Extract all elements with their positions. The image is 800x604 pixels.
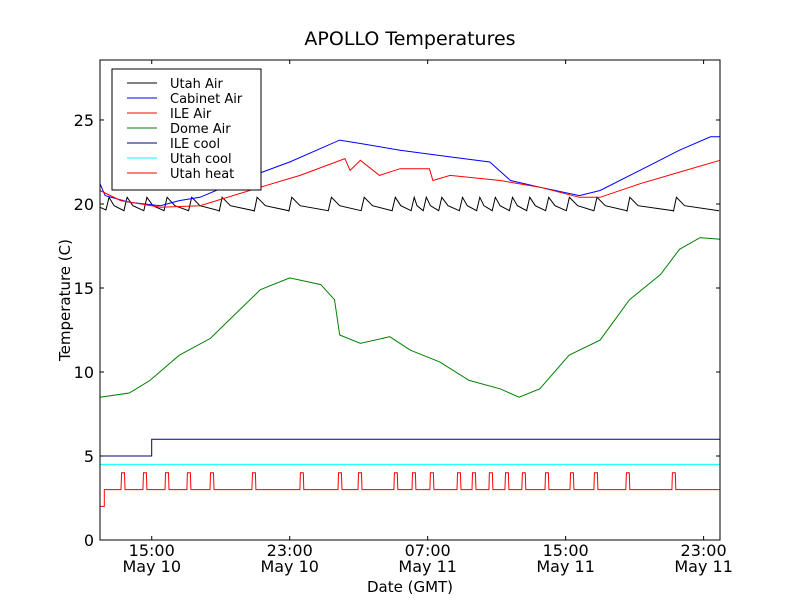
y-tick-label: 15 [74,279,94,298]
y-tick-label: 5 [84,447,94,466]
legend-label-dome-air: Dome Air [170,122,231,137]
y-tick-label: 10 [74,363,94,382]
x-tick-label-date: May 11 [398,557,457,576]
x-tick-label-time: 15:00 [543,541,589,560]
x-tick-label-date: May 10 [260,557,319,576]
x-tick-label-time: 07:00 [405,541,451,560]
x-tick-label-date: May 11 [674,557,733,576]
y-tick-label: 20 [74,195,94,214]
x-tick-label-time: 23:00 [681,541,727,560]
x-tick-label-time: 15:00 [129,541,175,560]
axes-frame [99,59,721,541]
series-line-dome-air [99,237,721,398]
x-tick-label-date: May 10 [122,557,181,576]
series-line-utah-heat [100,472,720,507]
series-line-ile-air [99,157,721,208]
chart-title: APOLLO Temperatures [304,28,515,50]
legend-label-ile-air: ILE Air [170,107,212,122]
series-line-cabinet-air [99,136,720,207]
legend-label-ile-cool: ILE cool [170,137,220,152]
legend-label-cabinet-air: Cabinet Air [170,92,243,107]
y-tick-label: 25 [74,111,94,130]
legend-label-utah-cool: Utah cool [170,152,232,167]
series-line-ile-cool [100,438,720,457]
x-tick-label-date: May 11 [536,557,595,576]
x-tick-label-time: 23:00 [267,541,313,560]
legend-label-utah-heat: Utah heat [170,167,234,182]
y-axis-label: Temperature (C) [56,239,74,362]
x-axis-label: Date (GMT) [367,578,453,596]
series-line-utah-air [99,195,720,212]
legend-label-utah-air: Utah Air [170,77,223,92]
plot-area [99,136,721,507]
y-tick-label: 0 [84,531,94,550]
legend-box [111,68,262,191]
